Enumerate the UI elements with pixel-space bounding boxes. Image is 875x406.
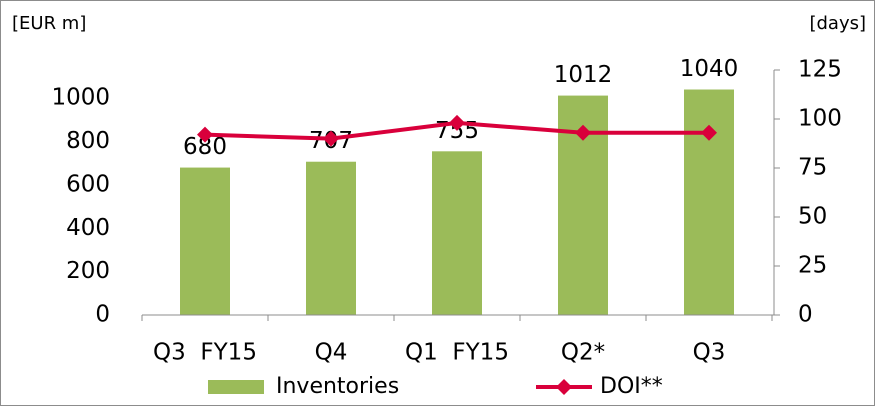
doi-marker <box>575 124 591 141</box>
legend-label: Inventories <box>276 374 399 399</box>
y-tick-label: 800 <box>66 128 110 154</box>
y2-tick-label: 50 <box>798 204 827 230</box>
bar-value-label: 1040 <box>680 56 739 82</box>
bar <box>306 161 356 315</box>
bar <box>684 89 734 315</box>
y-tick-label: 400 <box>66 215 110 241</box>
y2-tick-label: 75 <box>798 155 827 181</box>
y-tick-label: 1000 <box>51 85 110 111</box>
x-tick-label: Q1 FY15 <box>405 340 509 366</box>
x-tick-label: Q4 <box>315 340 348 366</box>
doi-marker <box>449 114 465 131</box>
bar <box>432 151 482 315</box>
y-tick-label: 0 <box>95 302 110 328</box>
y-axis-label: [EUR m] <box>12 13 86 34</box>
doi-marker <box>323 130 339 147</box>
y2-tick-label: 100 <box>798 106 842 132</box>
legend-swatch <box>208 380 264 394</box>
x-tick-label: Q3 <box>693 340 726 366</box>
doi-marker <box>701 124 717 141</box>
y-tick-label: 200 <box>66 258 110 284</box>
bar <box>180 167 230 315</box>
legend-marker <box>556 379 572 395</box>
bar-value-label: 1012 <box>554 62 613 88</box>
x-tick-label: Q3 FY15 <box>153 340 257 366</box>
y2-axis-label: [days] <box>809 13 866 34</box>
legend-label: DOI** <box>600 374 663 399</box>
y-tick-label: 600 <box>66 171 110 197</box>
doi-marker <box>197 126 213 143</box>
x-tick-label: Q2* <box>561 340 605 366</box>
y2-tick-label: 0 <box>798 302 813 328</box>
y2-tick-label: 25 <box>798 253 827 279</box>
y2-tick-label: 125 <box>798 57 842 83</box>
